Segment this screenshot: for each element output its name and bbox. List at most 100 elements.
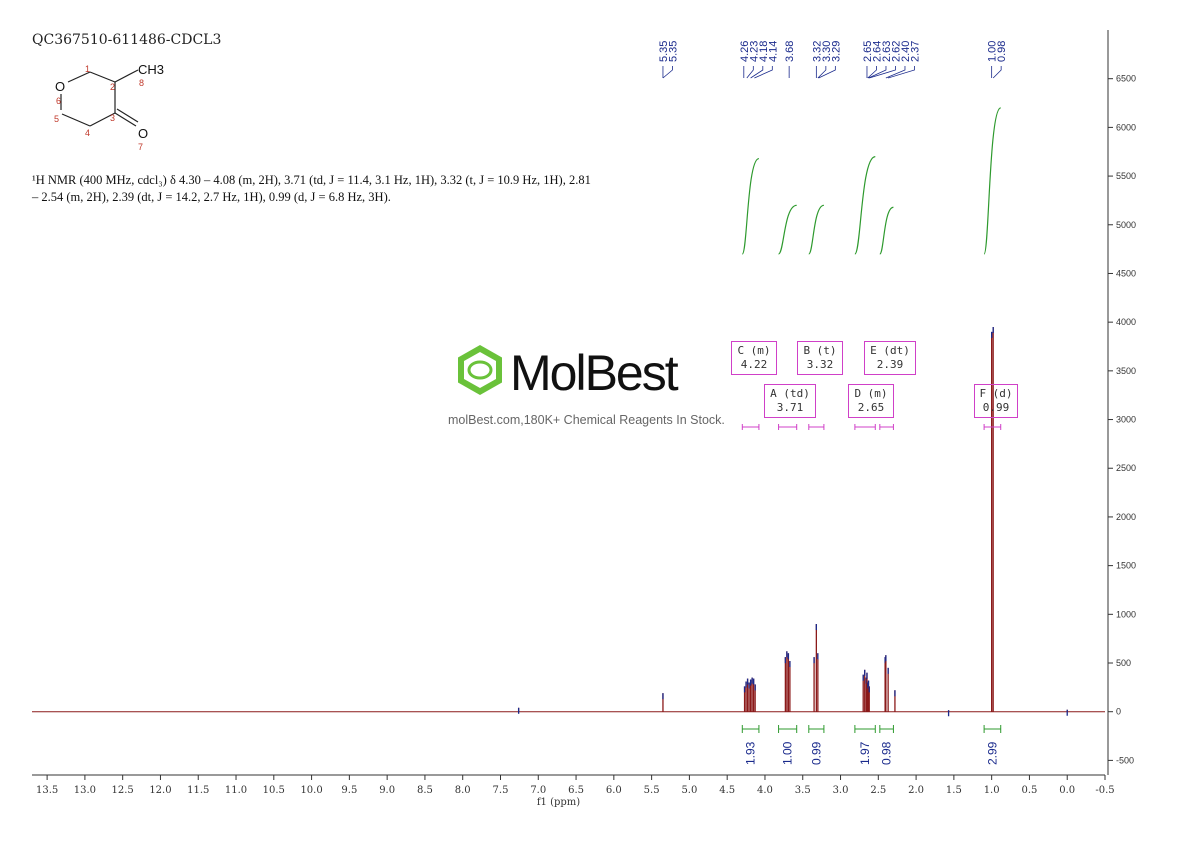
molecule-structure: O CH3 O 1 2 3 4 5 6 7 8: [54, 62, 164, 152]
peak-shift-label: 4.23: [748, 41, 760, 62]
atom-number-5: 5: [54, 114, 59, 124]
integral-value: 1.93: [744, 741, 758, 765]
peak-label-leader: [992, 66, 1002, 79]
molbest-watermark: MolBest molBest.com,180K+ Chemical Reage…: [448, 342, 752, 437]
multiplet-shift: 3.71: [776, 401, 804, 414]
x-tick-label: -0.5: [1095, 785, 1114, 796]
multiplet-label: D (m): [854, 387, 888, 400]
x-tick-label: 9.0: [379, 785, 395, 796]
x-tick-label: 1.0: [984, 785, 1000, 796]
x-tick-label: 7.5: [493, 785, 509, 796]
x-tick-label: 13.5: [36, 785, 58, 796]
peak-shift-label: 2.64: [871, 41, 883, 62]
multiplet-box-f: F (d) 0.99: [974, 384, 1018, 418]
atom-number-3: 3: [110, 113, 115, 123]
sample-id: QC367510-611486-CDCL3: [32, 32, 222, 48]
peak-label-leader: [754, 66, 773, 79]
peak-shift-label: 3.32: [811, 41, 823, 62]
y-tick-label: 3000: [1116, 415, 1136, 425]
atom-number-8: 8: [139, 78, 144, 88]
integral-curve: [777, 204, 797, 255]
y-tick-label: 5500: [1116, 171, 1136, 181]
integral-curve: [854, 156, 876, 255]
integral-curve: [983, 107, 1002, 255]
multiplet-label: B (t): [803, 344, 837, 357]
y-tick-label: -500: [1116, 755, 1134, 765]
y-tick-label: 5000: [1116, 220, 1136, 230]
multiplet-box-e: E (dt) 2.39: [864, 341, 916, 375]
peak-shift-label: 2.65: [862, 41, 874, 62]
y-tick-label: 3500: [1116, 366, 1136, 376]
multiplet-box-c: C (m) 4.22: [731, 341, 777, 375]
peak-shift-label: 5.35: [667, 41, 679, 62]
x-tick-label: 6.5: [568, 785, 584, 796]
integral-value: 1.00: [781, 741, 795, 765]
x-tick-label: 11.0: [225, 785, 247, 796]
x-tick-label: 11.5: [187, 785, 209, 796]
x-tick-label: 9.5: [341, 785, 357, 796]
x-tick-label: 6.0: [606, 785, 622, 796]
integral-value: 1.97: [858, 741, 872, 765]
peak-label-leader: [818, 66, 836, 79]
multiplet-label: F (d): [979, 387, 1013, 400]
x-tick-label: 8.5: [417, 785, 433, 796]
nmr-description: ¹H NMR (400 MHz, cdcl₃) δ 4.30 – 4.08 (m…: [32, 173, 591, 204]
y-tick-label: 2500: [1116, 463, 1136, 473]
y-tick-label: 6500: [1116, 74, 1136, 84]
peak-label-leader: [817, 66, 827, 79]
x-tick-label: 2.0: [908, 785, 924, 796]
y-tick-label: 4000: [1116, 317, 1136, 327]
multiplet-box-a: A (td) 3.71: [764, 384, 816, 418]
peak-shift-label: 4.26: [739, 41, 751, 62]
peak-shift-label: 2.40: [900, 41, 912, 62]
peak-label-leader: [868, 66, 887, 79]
peak-shift-label: 3.29: [830, 41, 842, 62]
y-tick-label: 1500: [1116, 561, 1136, 571]
peak-shift-label: 2.62: [890, 41, 902, 62]
y-tick-label: 1000: [1116, 609, 1136, 619]
x-tick-label: 12.5: [112, 785, 134, 796]
peak-shift-label: 1.00: [987, 41, 999, 62]
atom-number-7: 7: [138, 142, 143, 152]
x-tick-label: 12.0: [149, 785, 171, 796]
x-tick-label: 3.5: [795, 785, 811, 796]
x-tick-label: 4.5: [719, 785, 735, 796]
peak-shift-label: 2.37: [909, 41, 921, 62]
peak-label-leader: [746, 66, 754, 79]
peak-label-leader: [888, 66, 915, 79]
integral-curve: [741, 157, 760, 255]
integral-value: 0.99: [809, 741, 823, 765]
x-tick-label: 8.0: [455, 785, 471, 796]
y-tick-label: 500: [1116, 658, 1131, 668]
molbest-tagline: molBest.com,180K+ Chemical Reagents In S…: [448, 413, 725, 427]
x-tick-label: 5.5: [644, 785, 660, 796]
multiplet-shift: 0.99: [982, 401, 1010, 414]
multiplet-shift: 2.39: [876, 358, 904, 371]
peak-shift-label: 0.98: [996, 41, 1008, 62]
multiplet-shift: 2.65: [857, 401, 885, 414]
y-tick-label: 4500: [1116, 268, 1136, 278]
atom-o-carbonyl: O: [138, 126, 148, 141]
x-tick-label: 3.0: [833, 785, 849, 796]
multiplet-label: A (td): [770, 387, 810, 400]
integral-curve: [879, 206, 894, 255]
x-tick-label: 13.0: [74, 785, 96, 796]
peak-label-leader: [885, 66, 906, 79]
y-tick-label: 6000: [1116, 122, 1136, 132]
multiplet-shift: 4.22: [740, 358, 768, 371]
x-tick-label: 5.0: [681, 785, 697, 796]
peak-label-leader: [750, 66, 764, 79]
x-tick-label: 10.5: [263, 785, 285, 796]
integral-curve: [808, 204, 825, 255]
atom-o-ring: O: [55, 79, 65, 94]
atom-number-2: 2: [110, 82, 115, 92]
multiplet-label: E (dt): [870, 344, 910, 357]
multiplet-box-d: D (m) 2.65: [848, 384, 894, 418]
x-tick-label: 7.0: [530, 785, 546, 796]
multiplet-label: C (m): [737, 344, 771, 357]
x-tick-label: 10.0: [300, 785, 322, 796]
peak-shift-label: 4.14: [767, 41, 779, 62]
atom-ch3: CH3: [138, 62, 164, 77]
peak-label-leader: [869, 66, 896, 79]
